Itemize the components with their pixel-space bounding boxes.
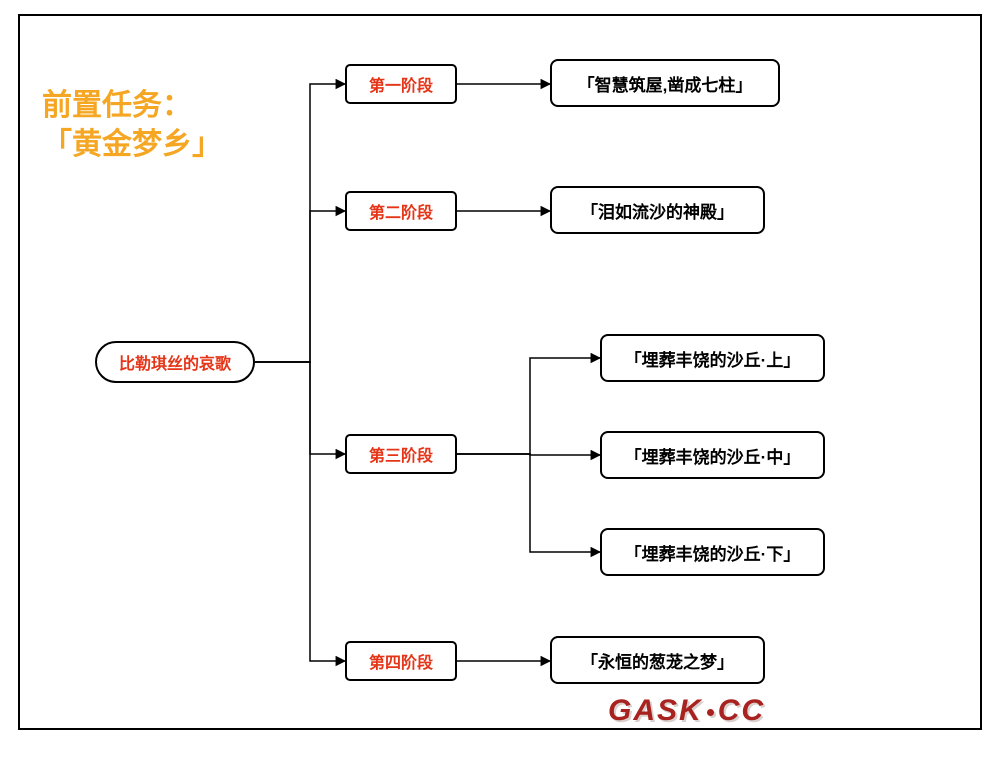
leaf-label: 「埋葬丰饶的沙丘·中」 (625, 443, 801, 468)
stage-label: 第一阶段 (369, 72, 433, 96)
leaf-node-5: 「埋葬丰饶的沙丘·下」 (600, 528, 825, 576)
diagram-title: 前置任务： 「黄金梦乡」 (42, 86, 222, 164)
leaf-node-1: 「智慧筑屋,凿成七柱」 (550, 59, 780, 107)
edge-9 (457, 454, 600, 455)
edge-2 (255, 211, 345, 362)
stage-label: 第二阶段 (369, 199, 433, 223)
leaf-label: 「埋葬丰饶的沙丘·下」 (625, 540, 801, 565)
edge-4 (255, 362, 345, 661)
stage-node-4: 第四阶段 (345, 641, 457, 681)
stage-node-3: 第三阶段 (345, 434, 457, 474)
leaf-node-4: 「埋葬丰饶的沙丘·中」 (600, 431, 825, 479)
leaf-node-3: 「埋葬丰饶的沙丘·上」 (600, 334, 825, 382)
leaf-label: 「永恒的葱茏之梦」 (581, 648, 734, 673)
edge-paths (255, 84, 600, 661)
leaf-node-2: 「泪如流沙的神殿」 (550, 186, 765, 234)
stage-label: 第四阶段 (369, 649, 433, 673)
leaf-node-6: 「永恒的葱茏之梦」 (550, 636, 765, 684)
stage-node-2: 第二阶段 (345, 191, 457, 231)
title-line2: 「黄金梦乡」 (42, 125, 222, 164)
leaf-label: 「智慧筑屋,凿成七柱」 (578, 71, 753, 96)
diagram-canvas: 前置任务： 「黄金梦乡」 比勒琪丝的哀歌 第一阶段第二阶段第三阶段第四阶段 「智… (18, 14, 982, 730)
edge-1 (255, 84, 345, 362)
watermark-prefix: GASK (608, 694, 703, 727)
title-line1: 前置任务： (42, 86, 222, 125)
edge-10 (457, 454, 600, 552)
leaf-label: 「埋葬丰饶的沙丘·上」 (625, 346, 801, 371)
stage-node-1: 第一阶段 (345, 64, 457, 104)
root-label: 比勒琪丝的哀歌 (119, 350, 231, 374)
edge-3 (255, 362, 345, 454)
stage-label: 第三阶段 (369, 442, 433, 466)
leaf-label: 「泪如流沙的神殿」 (581, 198, 734, 223)
edge-8 (457, 358, 600, 454)
watermark-dot-icon (707, 709, 714, 716)
root-node: 比勒琪丝的哀歌 (95, 341, 255, 383)
watermark: GASK CC (608, 694, 765, 728)
watermark-suffix: CC (718, 694, 765, 727)
